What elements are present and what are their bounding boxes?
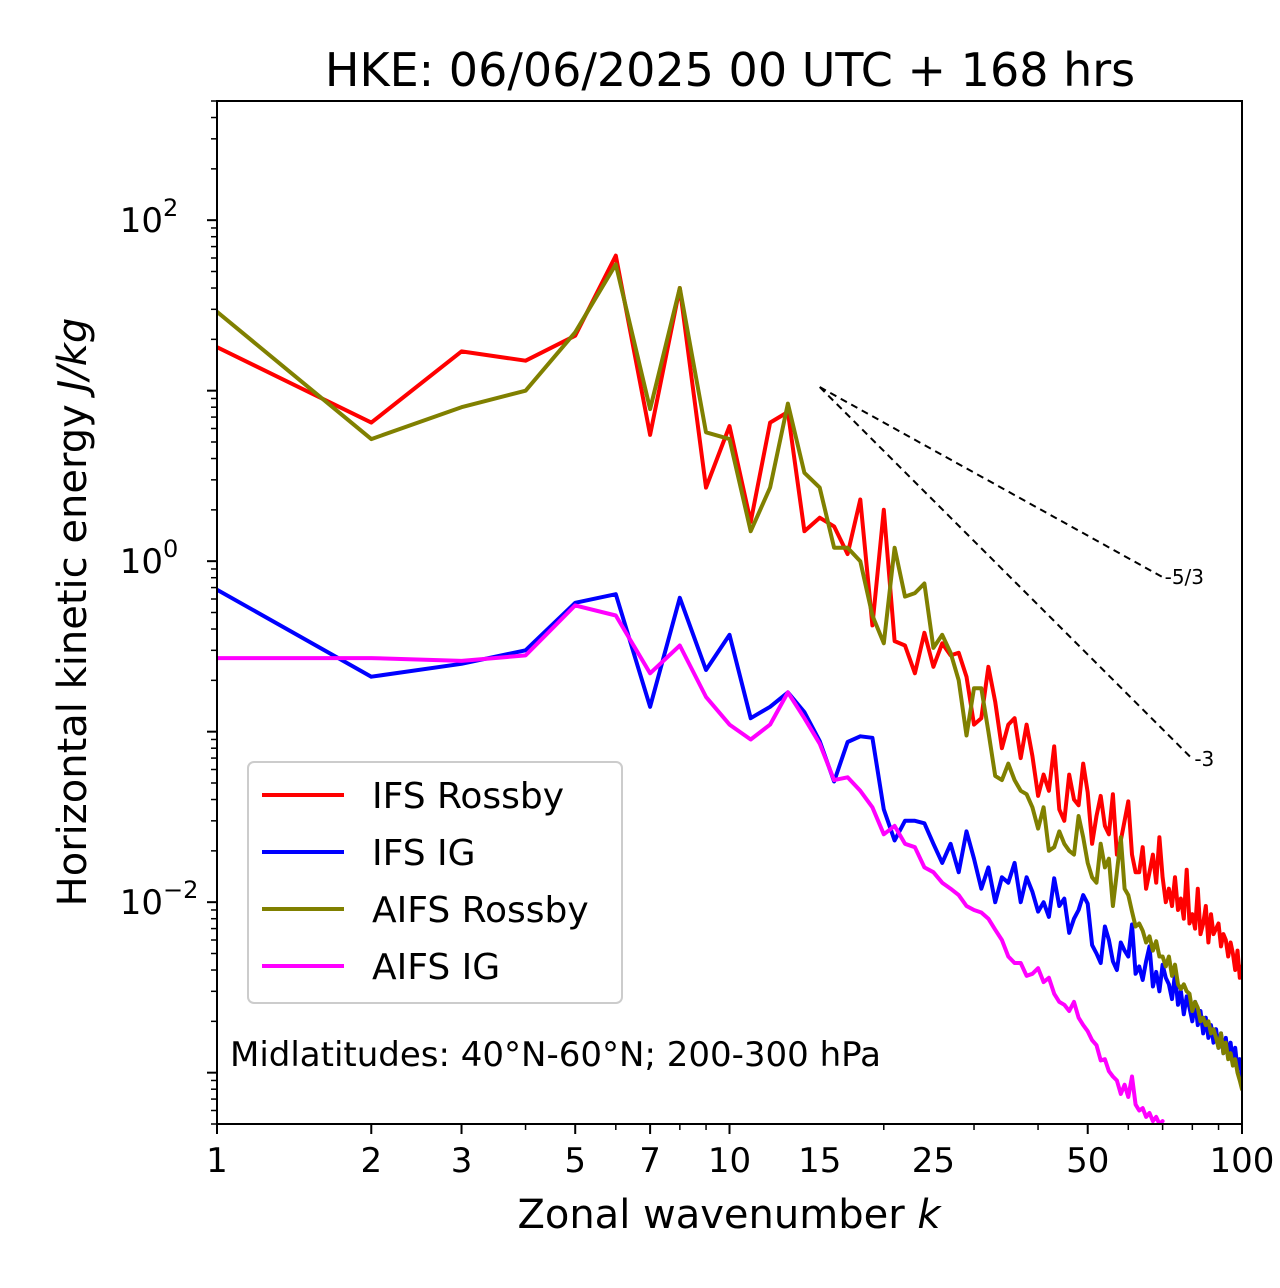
reference-slope-line — [819, 386, 1194, 760]
y-tick-label: 10 0 — [120, 535, 179, 582]
plot-frame — [216, 100, 1243, 1125]
y-tick-label-exponent: −2 — [163, 876, 198, 904]
legend-label: AIFS Rossby — [372, 890, 589, 931]
x-tick-label: 50 — [1066, 1141, 1109, 1181]
reference-slopes: -5/3 -3 — [819, 386, 1214, 771]
legend-label: AIFS IG — [372, 947, 500, 988]
legend-box — [247, 761, 623, 1004]
x-axis-label-symbol: k — [917, 1192, 942, 1238]
y-axis-label: Horizontal kinetic energy J/kg — [50, 318, 96, 907]
x-tick-label: 5 — [564, 1141, 586, 1181]
reference-slope-label: -5/3 — [1165, 565, 1204, 589]
x-axis: 1 2 3 5 7 10 15 25 50 100 — [206, 1124, 1274, 1181]
x-tick-label: 10 — [708, 1141, 751, 1181]
chart-title: HKE: 06/06/2025 00 UTC + 168 hrs — [325, 43, 1135, 97]
x-tick-label: 7 — [639, 1141, 661, 1181]
series-line — [217, 262, 1242, 1092]
legend: IFS Rossby IFS IG AIFS Rossby AIFS IG — [247, 761, 623, 1004]
x-tick-label: 2 — [360, 1141, 382, 1181]
x-tick-label: 1 — [206, 1141, 228, 1181]
y-tick-label: 10 2 — [120, 194, 179, 241]
y-tick-label-base: 10 — [120, 883, 163, 923]
y-tick-label-exponent: 2 — [163, 194, 178, 222]
y-axis-label-text: Horizontal kinetic energy — [50, 404, 96, 906]
x-tick-label: 3 — [451, 1141, 473, 1181]
y-tick-label-base: 10 — [120, 542, 163, 582]
region-annotation: Midlatitudes: 40°N-60°N; 200-300 hPa — [230, 1035, 881, 1075]
x-tick-label: 15 — [798, 1141, 841, 1181]
x-tick-label: 25 — [912, 1141, 955, 1181]
series-lines — [217, 253, 1242, 1124]
reference-slope-line — [819, 386, 1164, 579]
series-line — [217, 603, 1165, 1124]
legend-label: IFS IG — [372, 833, 476, 874]
x-tick-label: 100 — [1210, 1141, 1275, 1181]
y-axis-label-units: J/kg — [50, 318, 96, 399]
reference-slope-label: -3 — [1194, 747, 1214, 771]
y-tick-label-exponent: 0 — [163, 535, 178, 563]
y-tick-label: 10 −2 — [120, 876, 199, 923]
x-axis-label-text: Zonal wavenumber — [517, 1192, 905, 1238]
series-line — [217, 253, 1242, 980]
x-axis-label: Zonal wavenumber k — [517, 1192, 942, 1238]
y-tick-label-base: 10 — [120, 201, 163, 241]
legend-label: IFS Rossby — [372, 776, 564, 817]
